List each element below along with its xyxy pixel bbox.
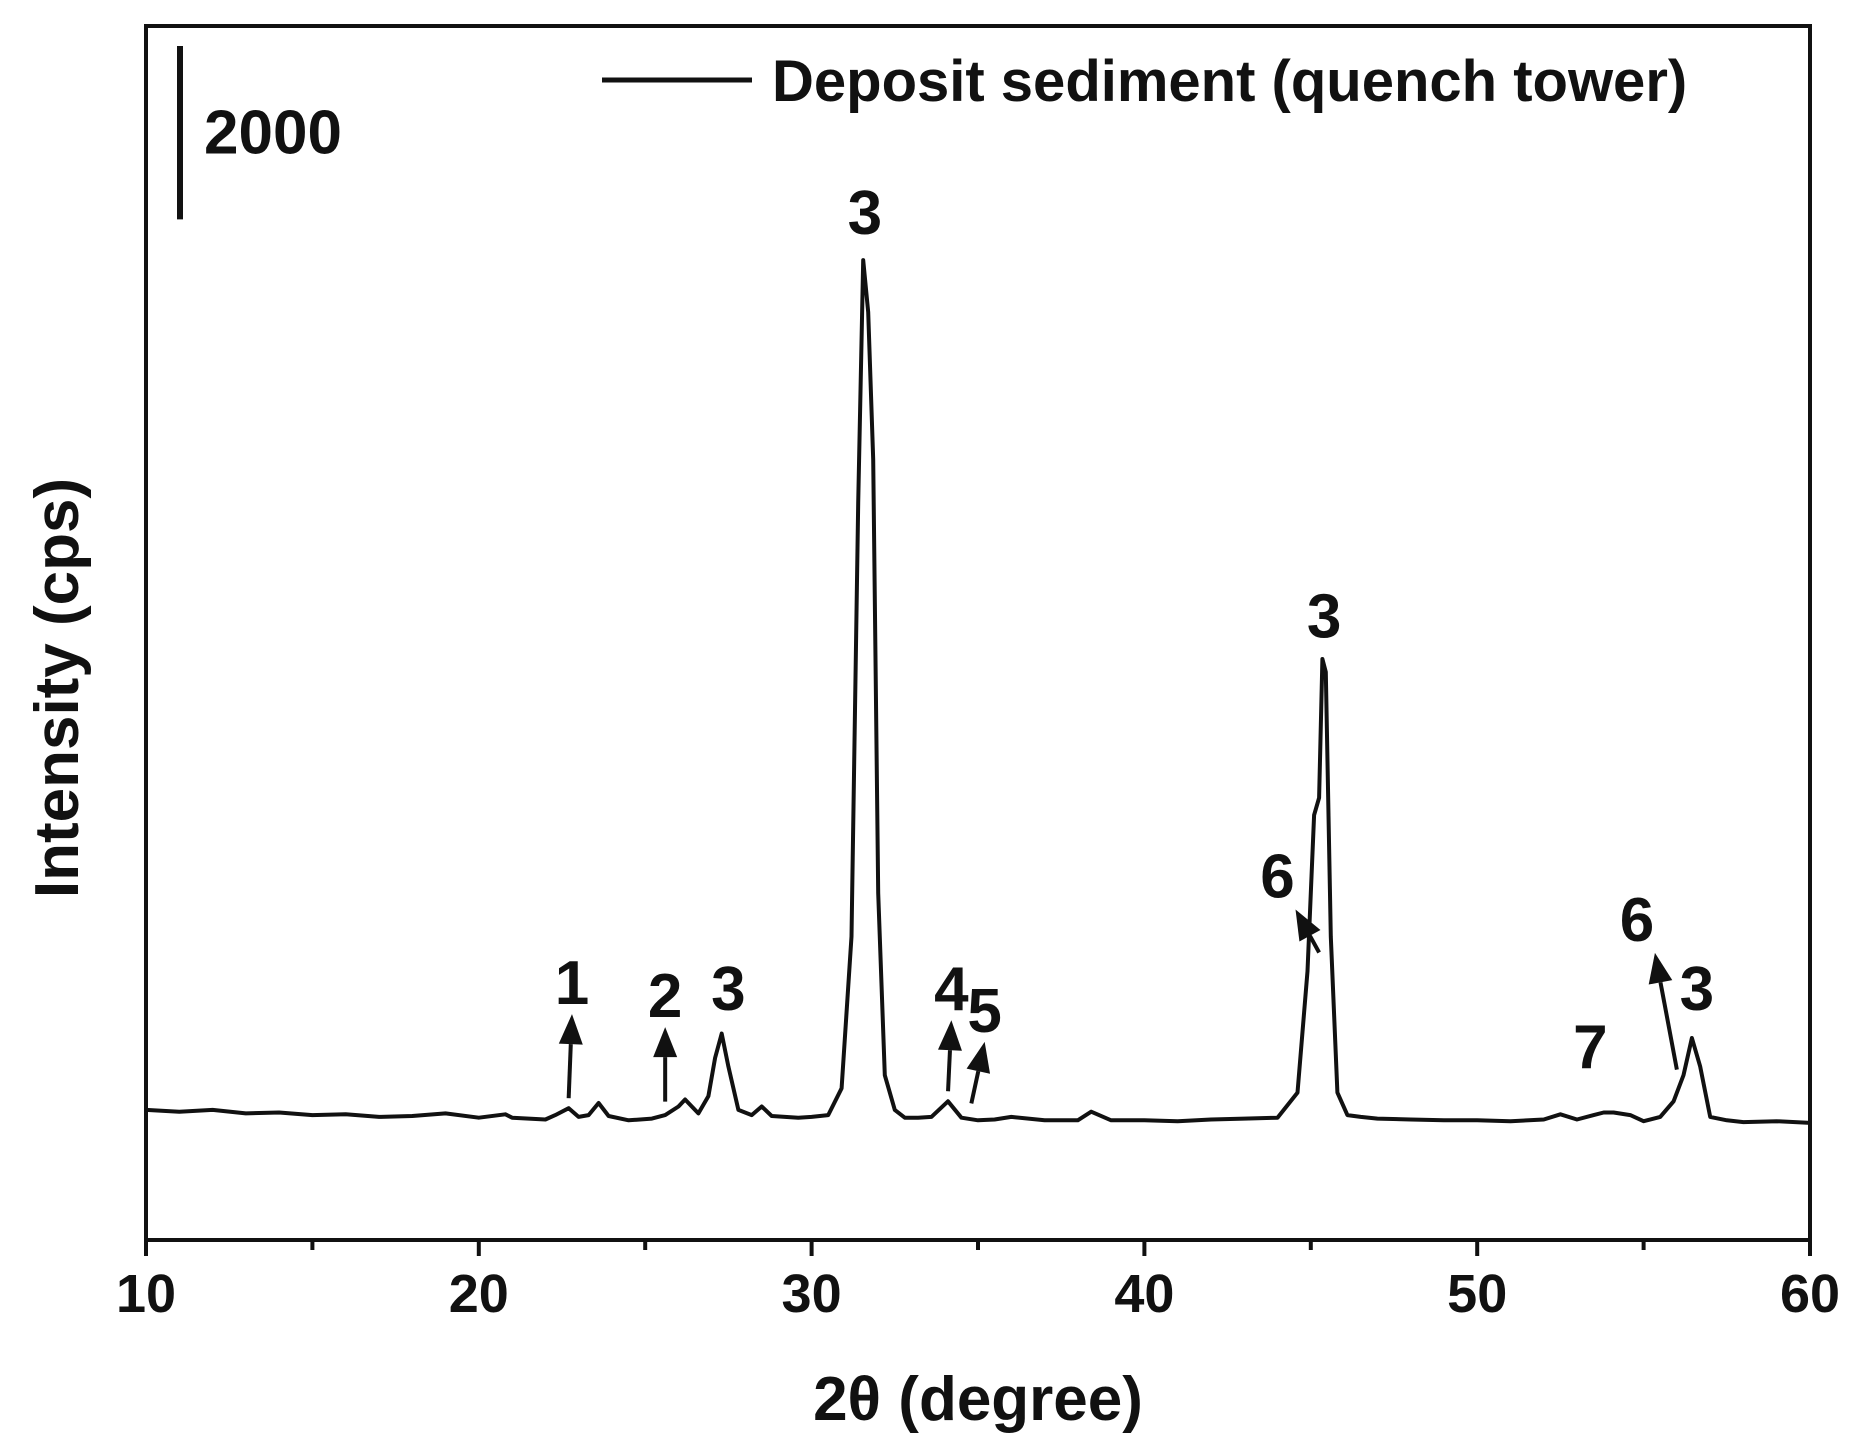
annotation-arrow-head <box>966 1041 991 1074</box>
x-tick-label: 10 <box>116 1264 176 1324</box>
scale-bar-label: 2000 <box>204 99 342 168</box>
annotation-arrow-shaft <box>1308 934 1321 954</box>
x-tick-label: 50 <box>1447 1264 1507 1324</box>
x-tick-label: 30 <box>782 1264 842 1324</box>
annotation-arrow-shaft <box>1658 981 1679 1070</box>
annotation-arrow-shaft <box>946 1050 952 1092</box>
peak-label: 3 <box>1680 955 1714 1024</box>
annotation-arrow-head <box>937 1020 962 1051</box>
x-tick-label: 20 <box>449 1264 509 1324</box>
peak-label: 3 <box>711 955 745 1024</box>
x-axis-label: 2θ (degree) <box>813 1365 1143 1434</box>
peak-label: 5 <box>967 977 1001 1046</box>
annotation-arrow-head <box>653 1027 678 1058</box>
annotation-arrow-shaft <box>969 1070 981 1104</box>
y-axis-label: Intensity (cps) <box>23 478 92 898</box>
peak-label: 6 <box>1260 842 1294 911</box>
series-layer <box>145 258 1811 1125</box>
series-line <box>145 258 1811 1125</box>
annotation-arrow-head <box>1295 909 1321 942</box>
x-tick-label: 60 <box>1780 1264 1840 1324</box>
peak-label: 6 <box>1620 886 1654 955</box>
peak-label: 3 <box>848 179 882 248</box>
x-tick-label: 40 <box>1114 1264 1174 1324</box>
peak-label: 4 <box>934 955 969 1024</box>
peak-label: 7 <box>1573 1013 1607 1082</box>
legend-entry: Deposit sediment (quench tower) <box>772 49 1687 114</box>
peak-label: 3 <box>1307 582 1341 651</box>
peak-label: 1 <box>555 949 589 1018</box>
annotation-arrow-head <box>558 1014 583 1045</box>
annotation-arrow-head <box>1648 952 1673 985</box>
annotation-arrow-shaft <box>566 1044 573 1099</box>
x-axis-ticks: 10 20 30 40 50 60 <box>116 1240 1840 1324</box>
peak-label: 2 <box>648 962 682 1031</box>
